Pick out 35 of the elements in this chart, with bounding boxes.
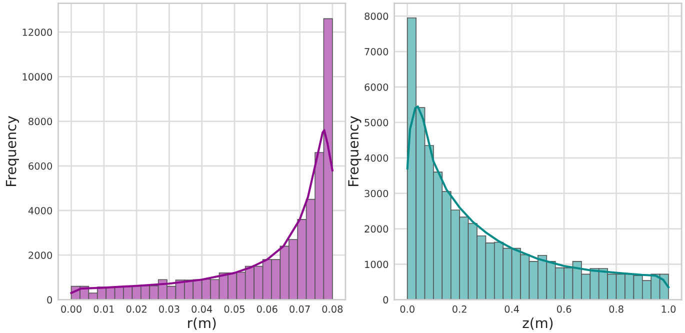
y-tick-label: 4000	[364, 154, 388, 162]
y-tick-label: 4000	[28, 206, 52, 214]
y-tick-label: 7000	[364, 48, 388, 56]
y-tick-label: 5000	[364, 118, 388, 126]
x-axis-title: r(m)	[188, 317, 216, 330]
x-tick-label: 0.2	[452, 305, 466, 313]
y-tick-label: 6000	[364, 83, 388, 91]
x-tick-label: 0.02	[126, 305, 146, 313]
y-tick-label: 12000	[22, 28, 52, 36]
y-tick-label: 1000	[365, 260, 388, 268]
x-tick-label: 0.0	[400, 305, 414, 313]
y-tick-label: 2000	[28, 252, 52, 259]
x-tick-label: 0.03	[159, 305, 180, 313]
y-tick-label: 0	[383, 296, 388, 304]
x-tick-label: 0.01	[94, 305, 114, 313]
x-tick-label: 0.04	[192, 305, 212, 313]
y-axis-title: Frequency	[6, 116, 19, 186]
x-tick-label: 0.05	[224, 305, 244, 313]
y-tick-label: 8000	[28, 118, 52, 126]
y-tick-label: 8000	[364, 12, 388, 20]
y-tick-label: 0	[47, 296, 52, 304]
y-axis-title: Frequency	[348, 116, 362, 186]
x-tick-label: 1.0	[662, 305, 676, 313]
x-tick-label: 0.6	[556, 305, 572, 313]
x-tick-label: 0.07	[290, 305, 310, 313]
y-tick-label: 10000	[22, 73, 52, 81]
x-tick-label: 0.8	[609, 305, 624, 313]
y-tick-label: 6000	[28, 162, 52, 170]
y-tick-label: 3000	[364, 190, 388, 198]
x-tick-label: 0.4	[504, 305, 520, 313]
x-tick-label: 0.00	[61, 305, 82, 313]
x-tick-label: 0.06	[256, 305, 278, 313]
y-tick-label: 2000	[364, 225, 388, 233]
x-tick-label: 0.08	[322, 305, 343, 313]
x-axis-title: z(m)	[522, 317, 553, 330]
